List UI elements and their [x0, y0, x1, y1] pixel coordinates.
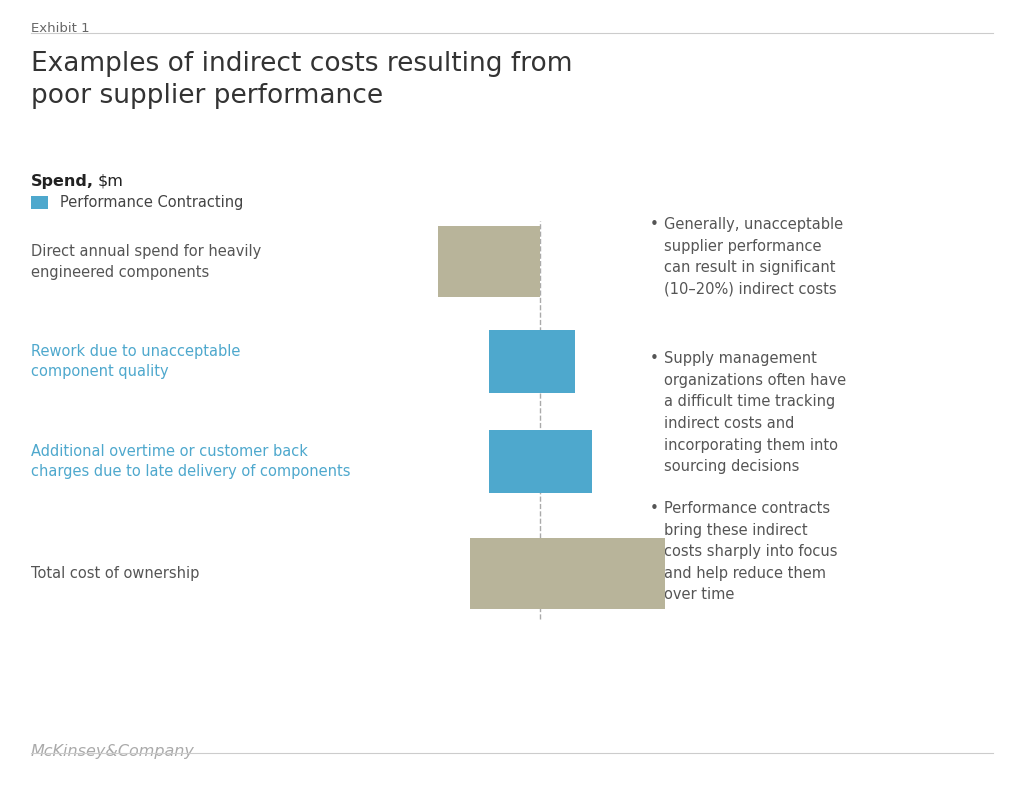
Text: Supply management
organizations often have
a difficult time tracking
indirect co: Supply management organizations often ha… [664, 351, 846, 474]
Text: Examples of indirect costs resulting from
poor supplier performance: Examples of indirect costs resulting fro… [31, 51, 572, 110]
Text: Total cost of ownership: Total cost of ownership [31, 566, 199, 581]
Text: Additional overtime or customer back
charges due to late delivery of components: Additional overtime or customer back cha… [31, 444, 350, 479]
Text: Exhibit 1: Exhibit 1 [31, 22, 89, 35]
Text: Performance Contracting: Performance Contracting [60, 195, 244, 211]
Text: Performance contracts
bring these indirect
costs sharply into focus
and help red: Performance contracts bring these indire… [664, 501, 837, 603]
Text: Spend,: Spend, [31, 174, 94, 189]
Text: McKinsey&Company: McKinsey&Company [31, 744, 195, 759]
Text: 167–175: 167–175 [574, 565, 652, 582]
Text: •: • [650, 501, 659, 516]
Text: 150: 150 [494, 253, 527, 271]
Text: 7–15: 7–15 [537, 453, 580, 470]
Text: $m: $m [97, 174, 123, 189]
Text: Direct annual spend for heavily
engineered components: Direct annual spend for heavily engineer… [31, 245, 261, 279]
Text: 10: 10 [541, 353, 563, 370]
Text: •: • [650, 351, 659, 366]
Text: •: • [650, 217, 659, 232]
Text: Generally, unacceptable
supplier performance
can result in significant
(10–20%) : Generally, unacceptable supplier perform… [664, 217, 843, 297]
Text: Rework due to unacceptable
component quality: Rework due to unacceptable component qua… [31, 344, 240, 379]
